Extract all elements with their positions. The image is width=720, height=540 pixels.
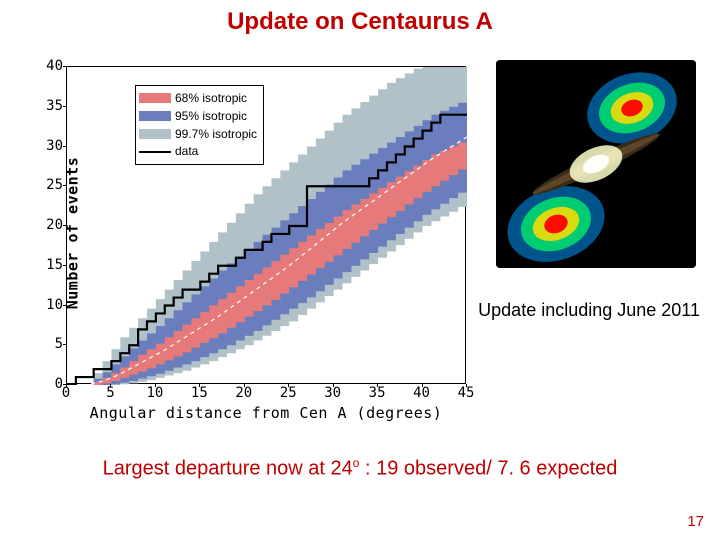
y-tick: 30 xyxy=(41,139,63,153)
caption-suffix: : 19 observed/ 7. 6 expected xyxy=(359,458,617,480)
x-tick: 20 xyxy=(229,386,259,400)
x-tick: 35 xyxy=(362,386,392,400)
x-tick: 40 xyxy=(407,386,437,400)
legend-swatch xyxy=(139,151,171,153)
x-tick: 5 xyxy=(95,386,125,400)
x-axis-label: Angular distance from Cen A (degrees) xyxy=(66,404,466,422)
caption-prefix: Largest departure now at 24 xyxy=(103,458,353,480)
legend-row: 99.7% isotropic xyxy=(139,126,257,143)
x-tick: 30 xyxy=(318,386,348,400)
y-tick: 25 xyxy=(41,178,63,192)
slide-title: Update on Centaurus A xyxy=(0,8,720,36)
update-note: Update including June 2011 xyxy=(478,300,700,321)
chart-container: 68% isotropic95% isotropic99.7% isotropi… xyxy=(6,54,486,434)
y-tick: 35 xyxy=(41,99,63,113)
y-axis-label: Number of events xyxy=(63,157,81,310)
page-number: 17 xyxy=(687,513,704,530)
y-tick: 40 xyxy=(41,59,63,73)
legend-label: data xyxy=(175,143,198,160)
chart-svg xyxy=(67,67,467,385)
plot-region: 68% isotropic95% isotropic99.7% isotropi… xyxy=(66,66,466,384)
legend-label: 99.7% isotropic xyxy=(175,126,257,143)
legend-label: 95% isotropic xyxy=(175,108,247,125)
x-tick: 45 xyxy=(451,386,481,400)
caption-text: Largest departure now at 24o : 19 observ… xyxy=(0,456,720,481)
x-tick: 0 xyxy=(51,386,81,400)
legend-swatch xyxy=(139,111,171,121)
legend-label: 68% isotropic xyxy=(175,90,247,107)
galaxy-image xyxy=(496,60,696,268)
x-tick: 10 xyxy=(140,386,170,400)
x-tick: 25 xyxy=(273,386,303,400)
galaxy-svg xyxy=(496,60,696,268)
legend-row: 95% isotropic xyxy=(139,108,257,125)
legend-swatch xyxy=(139,93,171,103)
legend-row: data xyxy=(139,143,257,160)
y-tick: 10 xyxy=(41,298,63,312)
legend-swatch xyxy=(139,129,171,139)
legend-row: 68% isotropic xyxy=(139,90,257,107)
y-tick: 5 xyxy=(41,337,63,351)
y-tick: 15 xyxy=(41,258,63,272)
y-tick: 20 xyxy=(41,218,63,232)
x-tick: 15 xyxy=(184,386,214,400)
chart-legend: 68% isotropic95% isotropic99.7% isotropi… xyxy=(135,85,264,165)
